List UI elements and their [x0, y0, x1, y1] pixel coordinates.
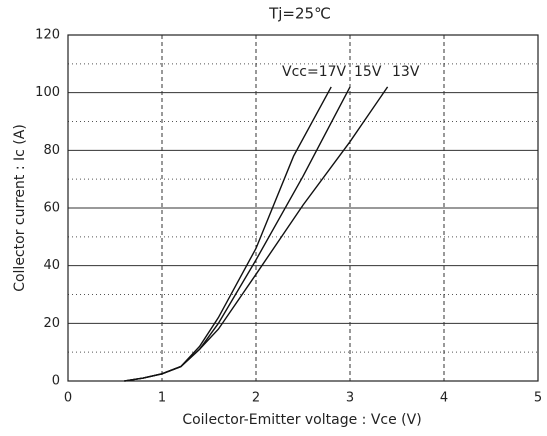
y-tick-label: 40 [43, 258, 60, 273]
y-tick-label: 20 [43, 316, 60, 331]
y-tick-label: 60 [43, 201, 60, 216]
y-axis-label: Collector current : Ic (A) [12, 124, 28, 292]
y-tick-label: 120 [35, 28, 60, 43]
x-tick-label: 0 [64, 391, 72, 406]
series-label: 15V [354, 64, 382, 80]
line [124, 86, 332, 382]
series-label: 13V [392, 64, 420, 80]
x-tick-label: 5 [534, 391, 542, 406]
chart-title: Tj=25℃ [268, 5, 331, 23]
line [124, 86, 351, 382]
x-tick-label: 2 [252, 391, 260, 406]
series-label: Vcc=17V [282, 64, 347, 80]
y-tick-label: 80 [43, 143, 60, 158]
plot-frame [67, 34, 539, 382]
x-tick-label: 1 [158, 391, 166, 406]
x-axis-label: Coilector-Emitter voltage : Vce (V) [182, 412, 421, 428]
x-tick-label: 3 [346, 391, 354, 406]
x-tick-label: 4 [440, 391, 448, 406]
y-tick-label: 0 [52, 374, 60, 389]
line [124, 86, 389, 382]
y-tick-label: 100 [35, 85, 60, 100]
